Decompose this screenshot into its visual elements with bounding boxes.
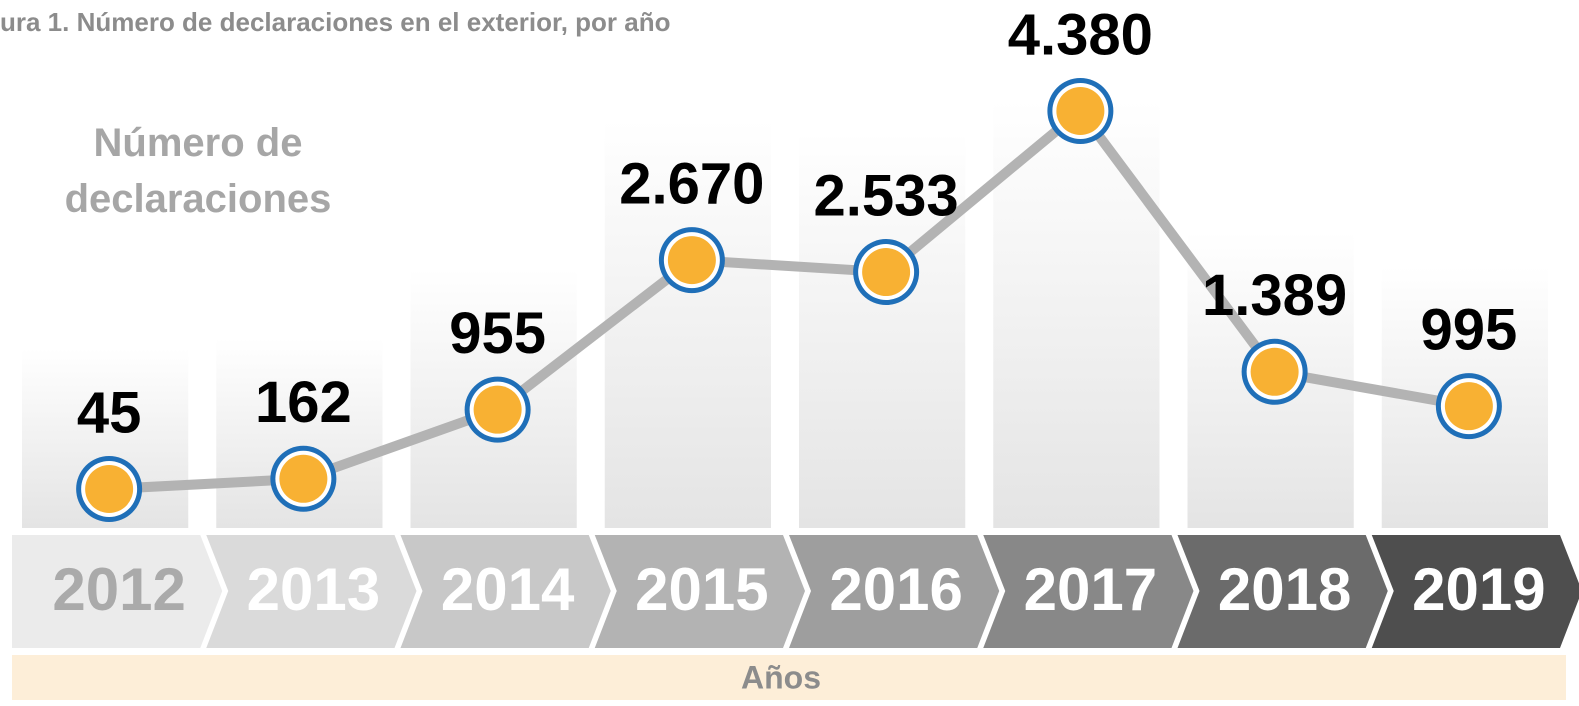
column-background — [799, 132, 966, 528]
column-backgrounds — [22, 100, 1548, 528]
chart-title: ura 1. Número de declaraciones en el ext… — [0, 7, 670, 37]
data-label: 45 — [77, 380, 142, 445]
column-background — [993, 100, 1160, 528]
x-tick-label: 2013 — [247, 556, 380, 623]
column-background — [604, 120, 771, 528]
marker-core — [1444, 382, 1493, 431]
year-chevron — [983, 535, 1194, 648]
x-tick-label: 2015 — [635, 556, 768, 623]
data-label: 4.380 — [1008, 2, 1153, 67]
data-label: 2.670 — [619, 151, 764, 216]
year-chevron — [206, 535, 417, 648]
year-chevron — [594, 535, 805, 648]
x-tick-label: 2017 — [1024, 556, 1157, 623]
marker-core — [1250, 347, 1299, 396]
year-chevron — [789, 535, 1000, 648]
year-chevron — [12, 535, 223, 648]
marker-core — [1056, 87, 1105, 135]
marker-core — [279, 454, 328, 503]
data-label: 2.533 — [814, 163, 959, 228]
marker-core — [473, 385, 522, 434]
data-label: 955 — [449, 301, 546, 366]
year-chevron — [400, 535, 611, 648]
x-tick-label: 2012 — [52, 556, 185, 623]
marker-core — [667, 236, 716, 285]
data-label: 162 — [255, 370, 352, 435]
marker-core — [862, 248, 911, 297]
x-tick-label: 2016 — [829, 556, 962, 623]
marker-core — [85, 465, 134, 513]
x-tick-label: 2014 — [441, 556, 575, 623]
y-axis-label: Número de declaraciones — [65, 121, 332, 221]
line — [108, 103, 1470, 494]
data-label: 1.389 — [1202, 263, 1347, 328]
x-tick-label: 2019 — [1412, 556, 1545, 623]
x-axis-label: Años — [741, 659, 821, 695]
year-chevron — [1177, 535, 1388, 648]
x-axis-band — [12, 655, 1566, 700]
data-label: 995 — [1420, 297, 1517, 362]
x-tick-label: 2018 — [1218, 556, 1351, 623]
year-chevron — [1371, 535, 1579, 648]
